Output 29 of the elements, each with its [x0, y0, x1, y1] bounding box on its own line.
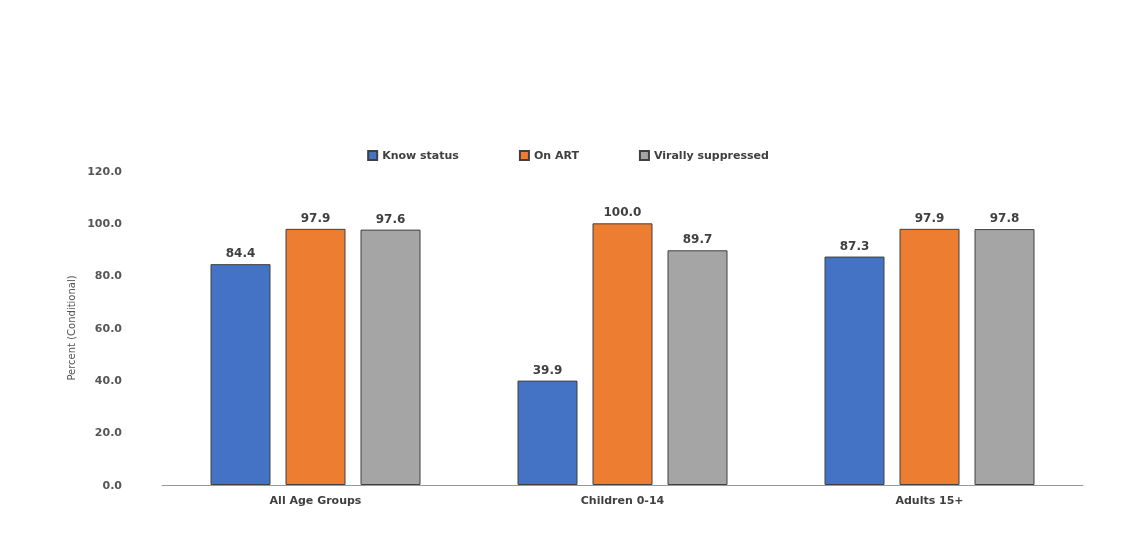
- bar: [517, 380, 578, 485]
- data-label: 97.9: [914, 210, 945, 225]
- bar: [592, 223, 653, 485]
- y-axis-title: Percent (Conditional): [65, 275, 77, 381]
- bar: [899, 228, 960, 485]
- x-tick-label: All Age Groups: [269, 494, 362, 507]
- bar: [210, 264, 271, 485]
- y-tick-label: 20.0: [94, 426, 123, 440]
- bar: [285, 228, 346, 485]
- data-label: 87.3: [839, 238, 870, 253]
- data-label: 84.4: [225, 246, 256, 261]
- data-label: 39.9: [532, 362, 563, 377]
- y-tick-label: 40.0: [94, 373, 123, 387]
- y-tick-label: 100.0: [87, 216, 123, 230]
- x-tick-label: Adults 15+: [895, 494, 964, 507]
- data-label: 97.6: [375, 211, 406, 226]
- y-tick-label: 60.0: [94, 321, 123, 335]
- data-label: 97.9: [300, 210, 331, 225]
- y-tick-label: 0.0: [102, 478, 123, 492]
- y-tick-label: 80.0: [94, 269, 123, 283]
- data-label: 100.0: [603, 205, 642, 220]
- legend-label: On ART: [533, 149, 580, 162]
- x-tick-label: Children 0-14: [580, 494, 665, 507]
- bar: [824, 256, 885, 485]
- data-label: 89.7: [682, 232, 713, 247]
- legend-label: Virally suppressed: [653, 149, 769, 162]
- y-tick-label: 120.0: [87, 164, 123, 178]
- legend-label: Know status: [382, 149, 460, 162]
- data-label: 97.8: [989, 211, 1020, 226]
